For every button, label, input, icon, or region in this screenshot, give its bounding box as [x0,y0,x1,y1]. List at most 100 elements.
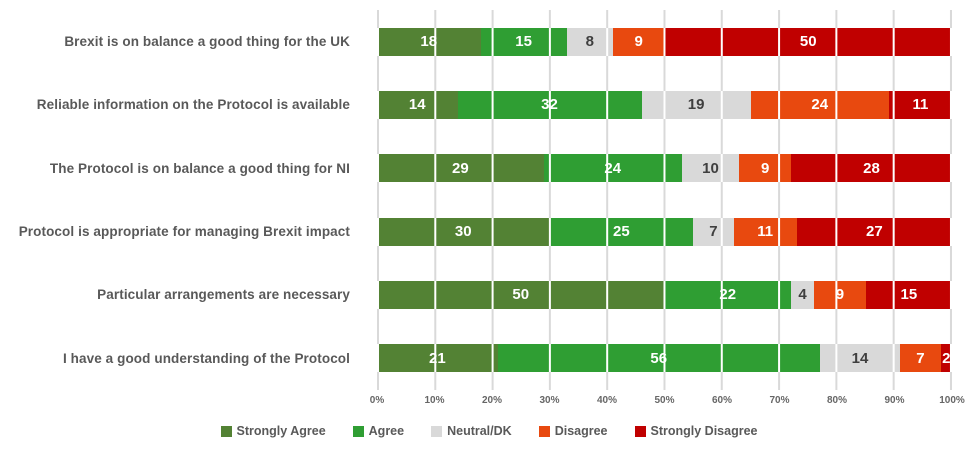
bar-segment-value: 22 [719,286,737,304]
bar-segment-strongly-agree: 29 [377,154,544,183]
x-axis-tick-label: 90% [884,395,905,406]
bar-row: 29 24 10 9 28 [377,137,952,200]
bar-row: 18 15 8 9 50 [377,10,952,73]
bar-segment-value: 14 [408,96,426,114]
x-axis-tick-label: 100% [939,395,965,406]
legend-label: Strongly Disagree [650,424,758,438]
legend-item-disagree: Disagree [538,424,608,438]
category-label-brexit-is-on-balance-a-good-th: Brexit is on balance a good thing for th… [64,34,350,50]
bar-segment-strongly-agree: 30 [377,217,550,246]
bar-segment-value: 27 [866,223,883,241]
bar-segment-neutral-dk: 14 [819,344,901,373]
bar-row: 50 22 4 9 15 [377,263,952,326]
bar-segment-strongly-disagree: 15 [865,280,952,309]
stacked-bar: 50 22 4 9 15 [377,280,952,309]
bar-segment-strongly-disagree: 28 [791,154,952,183]
plot-area: 18 15 8 9 50 14 32 19 24 11 29 24 10 9 28 30 25 7 11 27 50 22… [377,10,952,390]
bar-segment-agree: 56 [497,344,820,373]
stacked-bar: 21 56 14 7 2 [377,344,952,373]
legend-label: Neutral/DK [447,424,512,438]
bar-segment-value: 9 [835,286,845,304]
bar-segment-value: 56 [650,349,668,367]
bar-segment-neutral-dk: 7 [693,217,734,246]
bar-segment-strongly-agree: 50 [377,280,665,309]
bar-segment-disagree: 9 [814,280,866,309]
bar-segment-value: 8 [585,33,594,51]
x-axis-tick-label: 50% [654,395,675,406]
bar-segment-value: 18 [420,33,438,51]
bar-segment-value: 32 [541,96,558,114]
bar-segment-disagree: 7 [900,344,941,373]
bar-row: 21 56 14 7 2 [377,327,952,390]
vertical-gridlines [377,10,952,390]
bar-segment-value: 50 [799,33,817,51]
bar-segment-value: 9 [760,159,770,177]
legend-label: Agree [368,424,405,438]
bar-segment-value: 25 [613,223,630,241]
stacked-bar: 29 24 10 9 28 [377,154,952,183]
bar-segment-strongly-agree: 18 [377,27,481,56]
stacked-bar: 18 15 8 9 50 [377,27,952,56]
x-axis: 0% 10% 20% 30% 40% 50% 60% 70% 80% 90% 100% [370,395,965,411]
legend-swatch-icon [431,425,443,437]
bar-segment-agree: 25 [549,217,694,246]
category-label-the-protocol-is-on-balance-a-g: The Protocol is on balance a good thing … [49,160,350,176]
bar-segment-value: 15 [515,33,532,51]
bar-segment-agree: 32 [457,90,642,119]
x-axis-tick-label: 0% [369,395,385,406]
legend: Strongly Agree Agree Neutral/DK Disagree Str… [0,424,978,438]
x-axis-tick-label: 70% [769,395,790,406]
x-axis-tick-label: 30% [539,395,560,406]
bar-segment-agree: 15 [480,27,567,56]
bar-segment-strongly-disagree: 27 [796,217,952,246]
bar-segment-value: 50 [512,286,530,304]
bar-segment-neutral-dk: 4 [791,280,814,309]
category-label-i-have-a-good-understanding-of: I have a good understanding of the Proto… [62,350,350,366]
bar-segment-strongly-disagree: 11 [888,90,952,119]
bar-segment-neutral-dk: 10 [681,154,740,183]
x-axis-tick-label: 10% [424,395,445,406]
bar-segment-value: 7 [916,349,925,367]
bar-segment-disagree: 9 [739,154,791,183]
category-label-protocol-is-appropriate-for-ma: Protocol is appropriate for managing Bre… [18,224,350,240]
bar-row: 30 25 7 11 27 [377,200,952,263]
bar-segment-strongly-agree: 21 [377,344,498,373]
bar-segment-value: 9 [634,33,643,51]
bar-segment-value: 14 [851,349,869,367]
legend-label: Disagree [554,424,608,438]
bar-segment-disagree: 9 [612,27,665,56]
bar-segment-agree: 24 [543,154,682,183]
legend-swatch-icon [352,425,364,437]
legend-swatch-icon [538,425,550,437]
legend-item-strongly-agree: Strongly Agree [220,424,326,438]
x-axis-tick-label: 80% [826,395,847,406]
bar-segment-strongly-disagree: 2 [940,344,952,373]
x-axis-tick-label: 20% [481,395,502,406]
bar-segment-disagree: 24 [750,90,889,119]
bar-segment-neutral-dk: 8 [566,27,613,56]
stacked-bar: 30 25 7 11 27 [377,217,952,246]
bar-segment-strongly-disagree: 50 [664,27,952,56]
bar-segment-disagree: 11 [733,217,797,246]
legend-item-agree: Agree [352,424,405,438]
bar-segment-value: 30 [454,223,472,241]
bar-segment-value: 24 [811,96,829,114]
category-label-particular-arrangements-are-ne: Particular arrangements are necessary [97,287,350,303]
bar-segment-value: 24 [604,159,622,177]
bar-segment-value: 29 [452,159,469,177]
bar-segment-value: 15 [900,286,918,304]
bar-segment-value: 10 [702,159,719,177]
x-axis-tick-label: 40% [596,395,617,406]
bar-segment-value: 7 [709,223,718,241]
category-labels: Brexit is on balance a good thing for th… [0,10,363,390]
bar-segment-value: 4 [798,286,807,304]
bar-segment-value: 21 [429,349,446,367]
bar-segment-strongly-agree: 14 [377,90,458,119]
bar-segment-agree: 22 [664,280,791,309]
bar-row: 14 32 19 24 11 [377,73,952,136]
bar-segment-value: 11 [757,223,774,241]
bar-segment-value: 19 [687,96,705,114]
legend-swatch-icon [220,425,232,437]
bar-segment-value: 28 [863,159,880,177]
